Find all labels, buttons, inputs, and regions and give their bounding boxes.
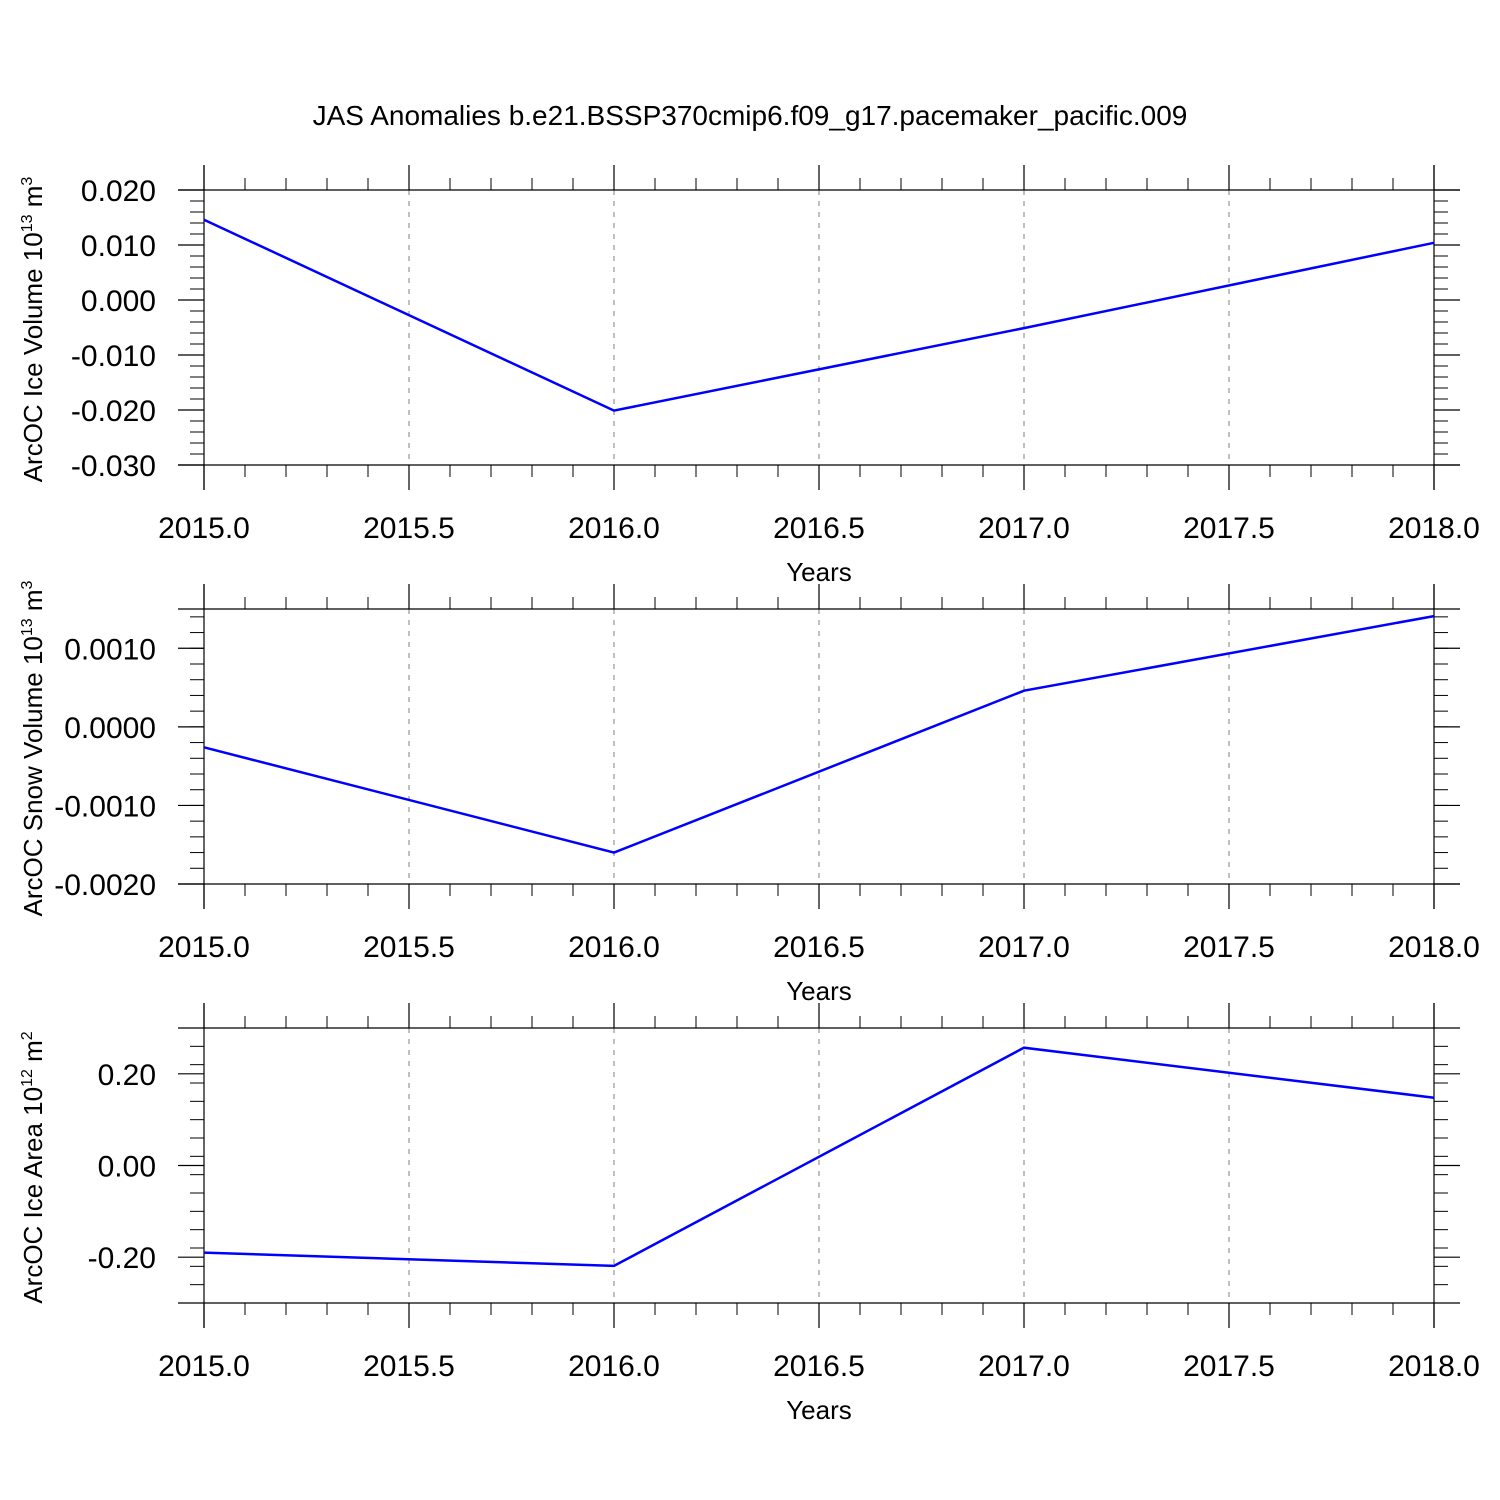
chart-title: JAS Anomalies b.e21.BSSP370cmip6.f09_g17… (313, 100, 1188, 131)
y-axis-label: ArcOC Ice Area 1012 m2 (18, 1031, 48, 1303)
y-tick-label: -0.020 (71, 395, 156, 428)
y-tick-label: -0.010 (71, 340, 156, 373)
y-tick-label: -0.030 (71, 450, 156, 483)
y-tick-label: 0.010 (81, 230, 156, 263)
y-tick-label: 0.0000 (64, 712, 156, 745)
x-tick-label: 2017.5 (1183, 512, 1275, 545)
x-tick-label: 2018.0 (1388, 1350, 1480, 1383)
x-tick-label: 2015.5 (363, 1350, 455, 1383)
x-tick-label: 2017.0 (978, 512, 1070, 545)
x-tick-label: 2016.0 (568, 512, 660, 545)
x-axis-label: Years (786, 557, 852, 587)
x-tick-label: 2015.5 (363, 931, 455, 964)
y-tick-label: 0.0010 (64, 633, 156, 666)
x-tick-label: 2018.0 (1388, 931, 1480, 964)
x-tick-label: 2015.0 (158, 1350, 250, 1383)
y-axis-label: ArcOC Ice Volume 1013 m3 (18, 177, 48, 483)
x-tick-label: 2015.5 (363, 512, 455, 545)
x-tick-label: 2015.0 (158, 512, 250, 545)
y-tick-label: 0.20 (98, 1059, 156, 1092)
x-axis-label: Years (786, 976, 852, 1006)
y-tick-label: -0.0020 (54, 869, 156, 902)
chart-panel-1: 2015.0 2015.5 2016.0 2016.5 2017.0 2017.5 2018… (18, 165, 1480, 587)
y-tick-label: -0.20 (88, 1242, 156, 1275)
x-tick-label: 2017.0 (978, 1350, 1070, 1383)
x-tick-label: 2017.5 (1183, 931, 1275, 964)
data-series-line (203, 1046, 1435, 1268)
chart-panel-2: 2015.0 2015.5 2016.0 2016.5 2017.0 2017.5 2018… (18, 580, 1480, 1006)
x-tick-label: 2016.5 (773, 931, 865, 964)
y-tick-label: 0.00 (98, 1151, 156, 1184)
x-tick-label: 2017.0 (978, 931, 1070, 964)
data-series-line (203, 218, 1435, 412)
x-axis-label: Years (786, 1395, 852, 1425)
x-tick-label: 2016.0 (568, 931, 660, 964)
x-tick-label: 2016.5 (773, 1350, 865, 1383)
y-axis-label: ArcOC Snow Volume 1013 m3 (18, 580, 48, 916)
x-tick-label: 2016.5 (773, 512, 865, 545)
y-tick-label: 0.000 (81, 285, 156, 318)
x-tick-label: 2016.0 (568, 1350, 660, 1383)
chart-panel-3: 2015.0 2015.5 2016.0 2016.5 2017.0 2017.5 2018… (18, 1003, 1480, 1425)
x-tick-label: 2018.0 (1388, 512, 1480, 545)
x-tick-label: 2017.5 (1183, 1350, 1275, 1383)
y-tick-label: 0.020 (81, 175, 156, 208)
y-tick-label: -0.0010 (54, 790, 156, 823)
x-tick-label: 2015.0 (158, 931, 250, 964)
data-series-line (203, 614, 1435, 854)
